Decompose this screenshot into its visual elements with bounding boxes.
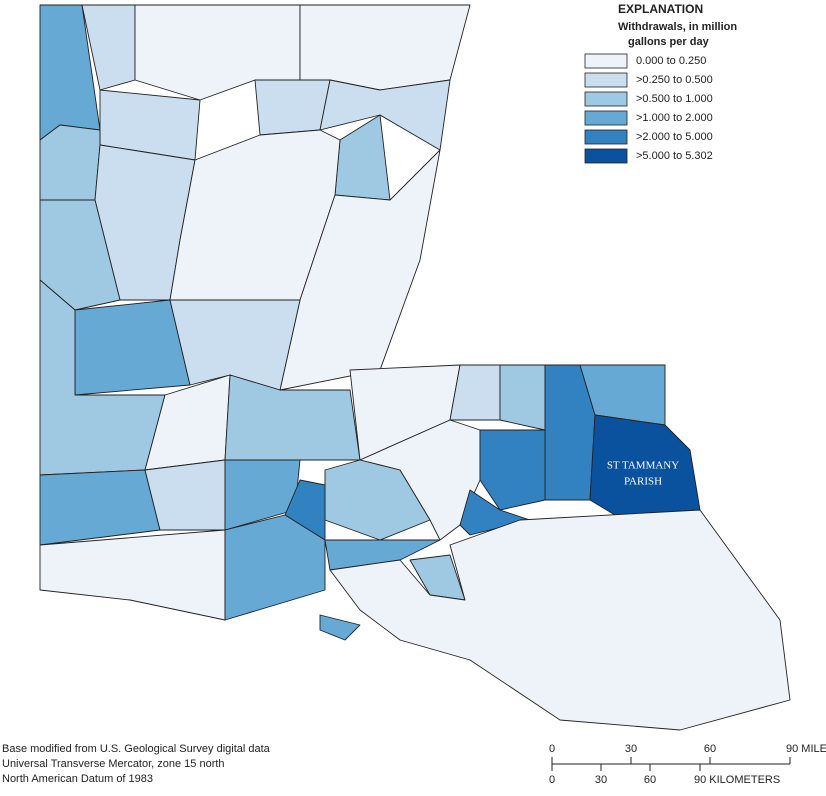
parish — [39, 469, 161, 546]
parish — [329, 509, 791, 731]
scale-label: 60 — [704, 743, 716, 755]
legend-swatch — [584, 110, 628, 126]
parish — [39, 199, 121, 311]
parish — [334, 114, 391, 201]
map-label: ST TAMMANY — [607, 460, 679, 472]
parish — [224, 374, 361, 461]
parish — [144, 374, 231, 471]
scale-label: 0 — [549, 743, 555, 755]
scale-label: 90 MILES — [786, 743, 826, 755]
legend-label: >1.000 to 2.000 — [636, 112, 713, 124]
credit: North American Datum of 1983 — [2, 773, 153, 785]
scale-label: 30 — [625, 743, 637, 755]
legend-label: >0.500 to 1.000 — [636, 93, 713, 105]
legend-subtitle: gallons per day — [628, 36, 710, 48]
map-label: PARISH — [624, 476, 662, 488]
legend-label: >5.000 to 5.302 — [636, 150, 713, 162]
legend-label: 0.000 to 0.250 — [636, 55, 706, 67]
parish — [144, 459, 226, 531]
parish — [499, 364, 546, 431]
scale-label: 90 KILOMETERS — [694, 774, 780, 786]
parish — [319, 614, 361, 641]
legend-swatch — [584, 53, 628, 69]
parish — [254, 79, 331, 136]
parish — [299, 4, 471, 91]
parish — [74, 299, 191, 396]
parish — [39, 124, 101, 201]
legend-swatch — [584, 91, 628, 107]
legend-swatch — [584, 129, 628, 145]
scale-label: 60 — [644, 774, 656, 786]
legend-subtitle: Withdrawals, in million — [618, 21, 737, 33]
legend-label: >0.250 to 0.500 — [636, 74, 713, 86]
parish — [479, 429, 546, 511]
parish — [224, 514, 326, 621]
parish — [39, 529, 226, 621]
legend-swatch — [584, 72, 628, 88]
legend-title: EXPLANATION — [618, 2, 703, 16]
credit: Universal Transverse Mercator, zone 15 n… — [2, 758, 225, 770]
credit: Base modified from U.S. Geological Surve… — [2, 743, 271, 755]
legend: 0.000 to 0.250 >0.250 to 0.500 >0.500 to 1… — [584, 53, 713, 164]
legend-swatch — [584, 148, 628, 164]
scale-label: 30 — [595, 774, 607, 786]
scale-label: 0 — [549, 774, 555, 786]
legend-label: >2.000 to 5.000 — [636, 131, 713, 143]
scale-bar: 0 30 60 90 MILES 0 30 60 90 KILOMETERS — [549, 743, 826, 786]
parishes — [39, 4, 791, 731]
